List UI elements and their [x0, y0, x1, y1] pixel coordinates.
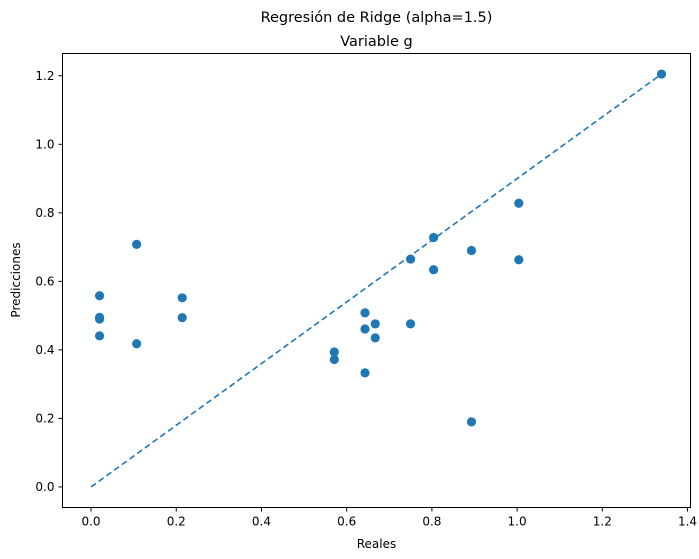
x-axis-label: Reales: [357, 537, 397, 551]
scatter-point: [360, 324, 370, 334]
scatter-point: [405, 254, 416, 264]
scatter-point: [177, 293, 187, 303]
axes-frame: [62, 53, 691, 508]
x-tick-label: 1.0: [508, 515, 527, 529]
scatter-point: [94, 331, 105, 341]
scatter-point: [514, 255, 524, 265]
y-tick-label: 0.0: [35, 480, 54, 494]
chart-subtitle: Variable g: [340, 34, 413, 50]
scatter-point: [329, 354, 339, 365]
reference-line: [90, 73, 662, 488]
scatter-point: [428, 265, 439, 275]
scatter-point: [466, 417, 477, 427]
x-tick-label: 1.4: [678, 515, 697, 529]
y-tick-label: 1.0: [35, 137, 54, 151]
y-tick-label: 0.6: [35, 274, 54, 288]
x-tick-label: 0.0: [81, 515, 100, 529]
scatter-point: [656, 69, 667, 79]
x-tick-label: 0.2: [167, 515, 186, 529]
x-tick-label: 0.6: [337, 515, 356, 529]
y-tick-label: 0.2: [35, 411, 54, 425]
x-tick-label: 1.2: [593, 515, 612, 529]
scatter-point: [370, 319, 380, 329]
scatter-point: [428, 232, 439, 243]
scatter-point: [360, 368, 370, 378]
scatter-point: [132, 339, 142, 349]
scatter-point: [405, 319, 416, 329]
y-tick-label: 1.2: [35, 69, 54, 83]
scatter-point: [360, 308, 370, 318]
plot-area: [90, 69, 667, 488]
scatter-point: [94, 314, 105, 324]
scatter-point: [132, 239, 142, 249]
x-tick-label: 0.4: [252, 515, 271, 529]
scatter-point: [514, 198, 524, 208]
x-tick-label: 0.8: [422, 515, 441, 529]
y-tick-label: 0.4: [35, 343, 54, 357]
chart-title: Regresión de Ridge (alpha=1.5): [261, 10, 493, 26]
scatter-point: [329, 347, 339, 357]
scatter-point: [94, 291, 105, 301]
y-tick-label: 0.8: [35, 206, 54, 220]
scatter-point: [466, 245, 477, 256]
scatter-point: [370, 333, 380, 343]
scatter-point: [177, 313, 187, 323]
y-axis-label: Predicciones: [9, 242, 23, 317]
